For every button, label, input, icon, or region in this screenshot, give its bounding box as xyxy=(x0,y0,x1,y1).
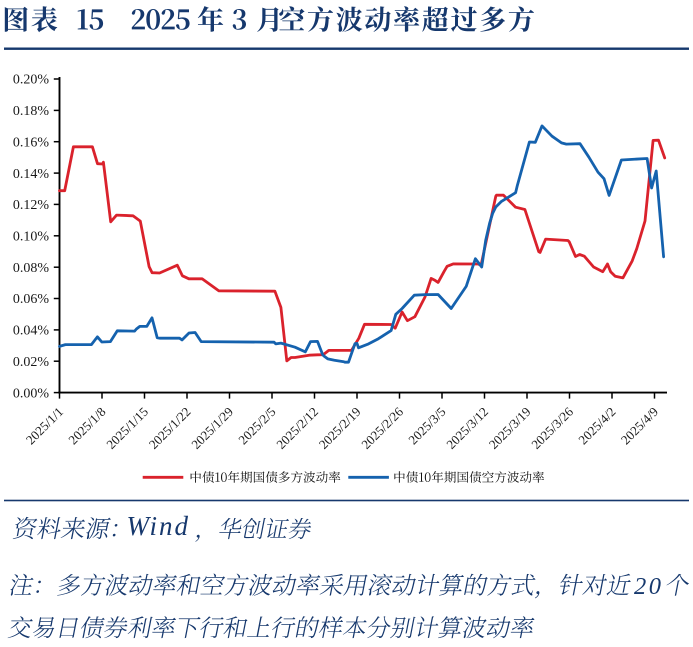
svg-text:0.00%: 0.00% xyxy=(13,386,50,401)
svg-text:0.10%: 0.10% xyxy=(13,230,50,245)
svg-text:2025/1/29: 2025/1/29 xyxy=(188,404,236,452)
svg-text:0.18%: 0.18% xyxy=(13,104,50,119)
svg-text:0.12%: 0.12% xyxy=(13,198,50,213)
svg-text:0.08%: 0.08% xyxy=(13,261,50,276)
svg-text:2025/3/12: 2025/3/12 xyxy=(443,404,491,452)
svg-text:0.16%: 0.16% xyxy=(13,135,50,150)
svg-text:0.04%: 0.04% xyxy=(13,324,50,339)
svg-text:20: 20 xyxy=(634,573,664,600)
svg-text:2025/2/5: 2025/2/5 xyxy=(235,404,278,447)
svg-text:2025/2/12: 2025/2/12 xyxy=(273,404,321,452)
svg-text:2025/2/19: 2025/2/19 xyxy=(316,404,364,452)
svg-text:2025/4/2: 2025/4/2 xyxy=(575,404,618,447)
svg-text:2025/1/1: 2025/1/1 xyxy=(23,404,66,447)
svg-text:2025/1/8: 2025/1/8 xyxy=(65,404,108,447)
svg-text:0.02%: 0.02% xyxy=(13,355,50,370)
svg-text:2025/1/22: 2025/1/22 xyxy=(146,404,194,452)
svg-text:2025/2/26: 2025/2/26 xyxy=(358,404,406,452)
svg-text:2025/3/19: 2025/3/19 xyxy=(486,404,534,452)
svg-text:0.20%: 0.20% xyxy=(13,73,50,88)
svg-text:2025/1/15: 2025/1/15 xyxy=(103,404,151,452)
svg-text:2025/3/26: 2025/3/26 xyxy=(528,404,576,452)
svg-text:2025/4/9: 2025/4/9 xyxy=(618,404,661,447)
svg-text:2025/3/5: 2025/3/5 xyxy=(405,404,448,447)
svg-text:Wind: Wind xyxy=(127,511,191,541)
svg-text:0.14%: 0.14% xyxy=(13,167,50,182)
svg-text:0.06%: 0.06% xyxy=(13,292,50,307)
